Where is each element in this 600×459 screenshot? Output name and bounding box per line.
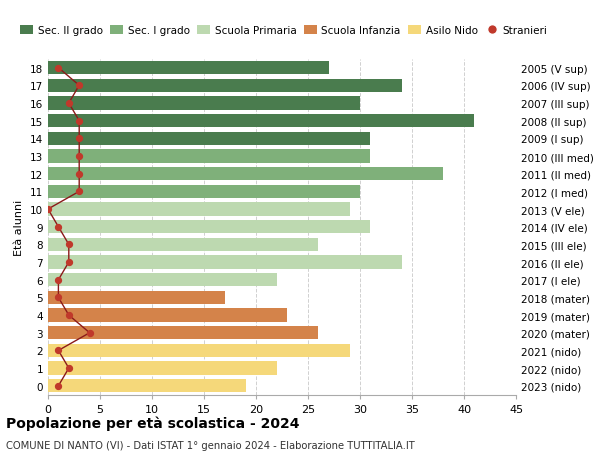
- Point: [64, 100, 74, 107]
- Point: [53, 382, 63, 390]
- Bar: [48, 150, 370, 163]
- Bar: [48, 256, 401, 269]
- Bar: [48, 115, 475, 128]
- Bar: [48, 221, 370, 234]
- Point: [53, 347, 63, 354]
- Bar: [48, 97, 360, 110]
- Bar: [48, 362, 277, 375]
- Point: [64, 259, 74, 266]
- Text: Popolazione per età scolastica - 2024: Popolazione per età scolastica - 2024: [6, 415, 299, 430]
- Point: [74, 171, 84, 178]
- Bar: [48, 379, 245, 392]
- Point: [53, 276, 63, 284]
- Point: [74, 188, 84, 196]
- Point: [74, 83, 84, 90]
- Bar: [48, 132, 370, 146]
- Bar: [48, 238, 319, 252]
- Point: [43, 206, 53, 213]
- Bar: [48, 168, 443, 181]
- Bar: [48, 274, 277, 287]
- Point: [64, 364, 74, 372]
- Text: COMUNE DI NANTO (VI) - Dati ISTAT 1° gennaio 2024 - Elaborazione TUTTITALIA.IT: COMUNE DI NANTO (VI) - Dati ISTAT 1° gen…: [6, 440, 415, 450]
- Y-axis label: Età alunni: Età alunni: [14, 199, 25, 255]
- Bar: [48, 326, 319, 340]
- Point: [53, 294, 63, 302]
- Point: [64, 312, 74, 319]
- Bar: [48, 309, 287, 322]
- Point: [85, 330, 94, 337]
- Point: [64, 241, 74, 248]
- Point: [74, 135, 84, 143]
- Bar: [48, 291, 225, 304]
- Bar: [48, 79, 401, 93]
- Legend: Sec. II grado, Sec. I grado, Scuola Primaria, Scuola Infanzia, Asilo Nido, Stran: Sec. II grado, Sec. I grado, Scuola Prim…: [16, 21, 551, 40]
- Point: [53, 65, 63, 72]
- Bar: [48, 62, 329, 75]
- Point: [53, 224, 63, 231]
- Bar: [48, 344, 350, 357]
- Point: [74, 153, 84, 160]
- Point: [74, 118, 84, 125]
- Bar: [48, 185, 360, 199]
- Bar: [48, 203, 350, 216]
